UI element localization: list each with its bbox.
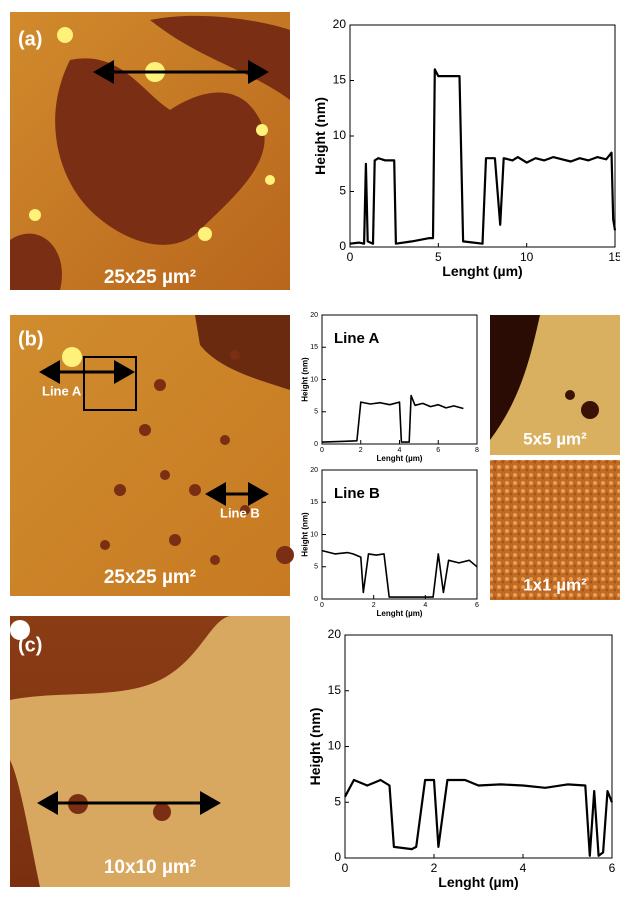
y-tick-label: 5 (314, 409, 318, 416)
scale-label: 25x25 µm² (104, 267, 196, 288)
x-tick-label: 4 (398, 447, 402, 454)
y-axis-label: Height (nm) (300, 357, 309, 402)
y-axis-label: Height (nm) (307, 708, 323, 786)
line-annotation: Line B (334, 485, 380, 502)
x-axis-label: Lenght (µm) (377, 609, 423, 618)
y-tick-label: 15 (328, 683, 342, 697)
y-tick-label: 15 (333, 73, 347, 87)
x-axis-label: Lenght (µm) (377, 454, 423, 463)
y-tick-label: 10 (328, 739, 342, 753)
x-tick-label: 2 (372, 602, 376, 609)
scale-label: 5x5 µm² (523, 429, 587, 448)
x-tick-label: 0 (342, 861, 349, 875)
y-tick-label: 10 (310, 376, 318, 383)
line-annotation: Line A (334, 330, 379, 347)
y-tick-label: 5 (314, 564, 318, 571)
y-tick-label: 15 (310, 344, 318, 351)
x-tick-label: 6 (609, 861, 616, 875)
x-axis-label: Lenght (µm) (438, 874, 518, 890)
x-tick-label: 4 (423, 602, 427, 609)
y-tick-label: 5 (339, 184, 346, 198)
line-label: Line A (42, 383, 82, 398)
y-axis-label: Height (nm) (300, 512, 309, 557)
y-tick-label: 0 (314, 441, 318, 448)
profile-line (349, 68, 617, 245)
plot-frame (349, 24, 616, 248)
afm-image-5x5 (490, 315, 620, 455)
x-tick-label: 0 (320, 602, 324, 609)
panel-label: (a) (18, 28, 42, 50)
y-tick-label: 20 (333, 17, 347, 31)
x-tick-label: 15 (608, 250, 620, 264)
profile-line (321, 394, 464, 443)
y-tick-label: 0 (334, 850, 341, 864)
scale-label: 25x25 µm² (104, 567, 196, 588)
afm-image-b (10, 315, 294, 596)
y-tick-label: 20 (310, 312, 318, 319)
y-tick-label: 10 (333, 128, 347, 142)
scale-label: 1x1 µm² (523, 575, 587, 594)
y-axis-label: Height (nm) (312, 97, 328, 175)
x-tick-label: 0 (320, 447, 324, 454)
x-tick-label: 6 (475, 602, 479, 609)
plot-frame (344, 634, 613, 859)
panel-label: (c) (18, 634, 42, 656)
x-tick-label: 6 (436, 447, 440, 454)
y-tick-label: 5 (334, 794, 341, 808)
afm-image-1x1 (490, 460, 620, 600)
x-tick-label: 2 (431, 861, 438, 875)
profile-line (344, 778, 614, 857)
y-tick-label: 0 (339, 239, 346, 253)
panel-label: (b) (18, 328, 44, 350)
x-tick-label: 8 (475, 447, 479, 454)
afm-image-c (10, 616, 290, 887)
afm-image-a (10, 12, 290, 290)
y-tick-label: 20 (310, 467, 318, 474)
x-axis-label: Lenght (µm) (442, 263, 522, 279)
line-label: Line B (220, 505, 260, 520)
x-tick-label: 4 (520, 861, 527, 875)
x-tick-label: 10 (520, 250, 534, 264)
y-tick-label: 20 (328, 627, 342, 641)
x-tick-label: 5 (435, 250, 442, 264)
scale-label: 10x10 µm² (104, 857, 196, 878)
x-tick-label: 2 (359, 447, 363, 454)
y-tick-label: 15 (310, 499, 318, 506)
x-tick-label: 0 (347, 250, 354, 264)
y-tick-label: 10 (310, 531, 318, 538)
profile-line (321, 549, 478, 598)
y-tick-label: 0 (314, 596, 318, 603)
